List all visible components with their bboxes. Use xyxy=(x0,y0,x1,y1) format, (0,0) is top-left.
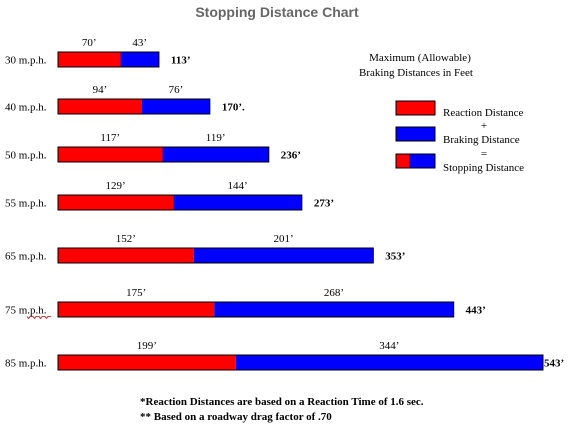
braking-value-label: 344’ xyxy=(379,340,399,352)
bar-braking xyxy=(162,147,269,162)
row-label: 40 m.p.h. xyxy=(5,102,47,114)
bar-outline xyxy=(57,247,374,264)
bar-reaction xyxy=(58,195,174,210)
bar-reaction xyxy=(58,248,194,263)
bar-braking xyxy=(120,52,159,67)
bar-reaction xyxy=(58,302,215,317)
bar-outline xyxy=(57,301,455,318)
legend-swatch-stopping xyxy=(395,153,436,169)
legend-swatch-braking xyxy=(395,126,436,142)
legend-equals: = xyxy=(481,148,487,160)
legend-label-stopping: Stopping Distance xyxy=(443,162,524,174)
bar-row: 50 m.p.h. 117’ 119’ 236’ xyxy=(5,132,301,163)
bar-row: 40 m.p.h. 94’ 76’ 170’. xyxy=(5,84,245,115)
footnote-reaction-time: *Reaction Distances are based on a React… xyxy=(140,396,424,408)
total-value-label: 170’. xyxy=(222,102,245,114)
legend-swatch-reaction xyxy=(395,100,436,116)
legend-label-braking: Braking Distance xyxy=(443,134,520,146)
bar-braking xyxy=(214,302,454,317)
bar-outline xyxy=(57,354,544,371)
row-label: 65 m.p.h. xyxy=(5,251,47,263)
braking-value-label: 76’ xyxy=(169,84,184,96)
bar-row: 85 m.p.h. 199’ 344’ 543’ xyxy=(5,340,564,371)
bar-row: 55 m.p.h. 129’ 144’ 273’ xyxy=(5,180,334,211)
total-value-label: 236’ xyxy=(281,150,301,162)
bar-row: 75 m.p.h. 175’ 268’ 443’ xyxy=(5,287,486,320)
reaction-value-label: 199’ xyxy=(137,340,157,352)
braking-value-label: 43’ xyxy=(132,37,147,49)
legend-plus: + xyxy=(481,120,487,132)
reaction-value-label: 129’ xyxy=(106,180,126,192)
bar-braking xyxy=(235,355,543,370)
reaction-value-label: 94’ xyxy=(93,84,108,96)
total-value-label: 113’ xyxy=(171,55,191,67)
row-label: 30 m.p.h. xyxy=(5,55,47,67)
bar-braking xyxy=(193,248,374,263)
bar-outline xyxy=(57,98,211,115)
bar-outline xyxy=(57,146,270,163)
reaction-value-label: 152’ xyxy=(116,233,136,245)
bar-rows: 30 m.p.h. 70’ 43’ 113’ 40 m.p.h. 94’ 76’ 170’. 5… xyxy=(5,37,564,371)
total-value-label: 543’ xyxy=(544,358,564,370)
braking-value-label: 201’ xyxy=(273,233,293,245)
bar-reaction xyxy=(58,355,236,370)
row-label: 50 m.p.h. xyxy=(5,150,47,162)
bar-braking xyxy=(173,195,302,210)
braking-value-label: 268’ xyxy=(324,287,344,299)
braking-value-label: 144’ xyxy=(227,180,247,192)
row-label: 75 m.p.h. xyxy=(5,305,47,317)
legend-label-reaction: Reaction Distance xyxy=(443,107,523,119)
bar-row: 65 m.p.h. 152’ 201’ 353’ xyxy=(5,233,405,264)
total-value-label: 353’ xyxy=(385,251,405,263)
bar-reaction xyxy=(58,52,121,67)
bar-outline xyxy=(57,194,303,211)
total-value-label: 273’ xyxy=(314,198,334,210)
bar-reaction xyxy=(58,99,142,114)
row-label: 55 m.p.h. xyxy=(5,198,47,210)
chart-subtitle-line-1: Maximum (Allowable) xyxy=(369,52,471,64)
braking-value-label: 119’ xyxy=(206,132,226,144)
reaction-value-label: 117’ xyxy=(100,132,120,144)
bar-outline xyxy=(57,51,160,68)
reaction-value-label: 70’ xyxy=(82,37,97,49)
chart-subtitle-line-2: Braking Distances in Feet xyxy=(359,67,473,79)
footnote-drag-factor: ** Based on a roadway drag factor of .70 xyxy=(140,411,332,423)
spellcheck-underline xyxy=(26,316,51,320)
reaction-value-label: 175’ xyxy=(126,287,146,299)
bar-row: 30 m.p.h. 70’ 43’ 113’ xyxy=(5,37,191,68)
legend: Reaction Distance + Braking Distance = S… xyxy=(395,100,524,174)
row-label: 85 m.p.h. xyxy=(5,358,47,370)
bar-braking xyxy=(141,99,210,114)
bar-reaction xyxy=(58,147,163,162)
total-value-label: 443’ xyxy=(466,305,486,317)
chart-title: Stopping Distance Chart xyxy=(195,4,359,20)
